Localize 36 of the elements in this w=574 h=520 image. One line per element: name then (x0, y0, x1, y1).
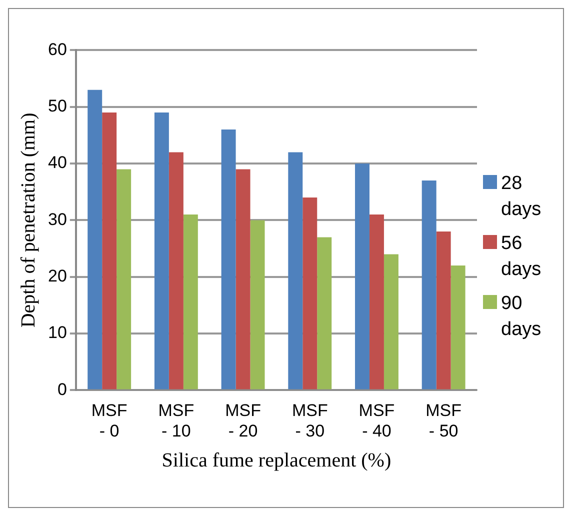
bar (236, 169, 250, 390)
bar (183, 214, 198, 390)
legend-label: 28 days (501, 172, 542, 222)
bar (302, 198, 318, 390)
bar (102, 112, 117, 390)
y-tick-label: 40 (48, 153, 67, 172)
y-tick-label: 0 (57, 380, 67, 399)
legend-label: 56 days (501, 232, 542, 282)
y-tick-label: 50 (48, 96, 67, 116)
bar (436, 232, 451, 390)
x-tick-label: MSF - 0 (91, 401, 128, 440)
bar (288, 152, 303, 390)
x-tick-label: MSF - 20 (225, 401, 261, 440)
x-tick-label: MSF - 50 (426, 401, 462, 440)
y-axis-title: Depth of penetration (mm) (17, 112, 40, 328)
bar (116, 169, 132, 390)
legend-label: 90 days (501, 292, 542, 342)
x-tick-label: MSF - 10 (158, 401, 194, 440)
y-tick-label: 30 (48, 210, 67, 229)
bar (168, 152, 184, 390)
bar (317, 237, 332, 390)
bar (422, 180, 436, 390)
x-tick-label: MSF - 40 (358, 401, 395, 440)
bar (450, 266, 466, 390)
y-tick-label: 10 (48, 323, 67, 342)
bar (369, 214, 384, 390)
x-tick-label: MSF - 30 (292, 401, 328, 440)
bar (154, 112, 169, 390)
bar (250, 220, 265, 390)
y-tick-label: 60 (48, 40, 67, 59)
y-tick-label: 20 (48, 266, 67, 286)
bar (221, 130, 236, 390)
bar (355, 164, 370, 390)
bar (384, 254, 398, 390)
x-axis-title: Silica fume replacement (%) (162, 449, 392, 472)
bar (88, 90, 102, 390)
